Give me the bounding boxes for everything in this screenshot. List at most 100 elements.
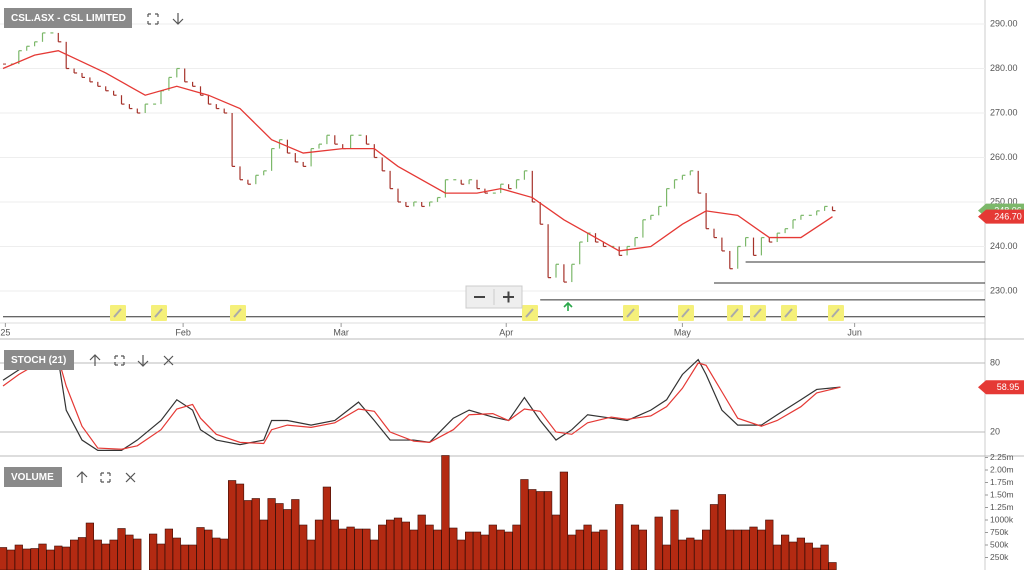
volume-bar [77, 537, 87, 570]
price-bar [665, 188, 670, 207]
event-icon-glyph [113, 308, 122, 318]
price-bar [547, 224, 552, 279]
price-bar [689, 170, 694, 176]
y-tick-label: 2.25m [990, 452, 1014, 462]
volume-bar [654, 516, 663, 570]
volume-bar [164, 528, 174, 570]
price-bar [239, 166, 243, 181]
zoom-control[interactable] [465, 285, 523, 309]
price-bar [729, 250, 733, 270]
volume-bar [417, 514, 426, 570]
y-tick-label: 250.00 [990, 196, 1018, 206]
volume-bar [220, 538, 229, 570]
move-down-icon[interactable] [172, 13, 184, 25]
volume-bar [275, 503, 284, 570]
event-icon-glyph [784, 308, 793, 318]
x-tick-label: May [674, 327, 692, 337]
volume-bar [243, 500, 253, 570]
volume-bar [630, 524, 640, 570]
volume-bar [749, 526, 758, 570]
price-bar [468, 179, 473, 185]
event-icon-glyph [730, 308, 739, 318]
price-bar [199, 86, 204, 96]
price-bar [302, 161, 307, 167]
price-bar [760, 236, 765, 256]
y-tick-label: 270.00 [990, 107, 1018, 117]
volume-bar [828, 562, 837, 570]
price-bar [112, 90, 117, 96]
price-bar [555, 263, 559, 278]
price-bar [136, 108, 141, 114]
x-tick-label: Apr [499, 327, 513, 337]
volume-bar [299, 524, 308, 570]
y-tick-label: 1.75m [990, 477, 1014, 487]
volume-bar [401, 521, 411, 570]
volume-bar [575, 529, 584, 570]
title-box [4, 467, 62, 487]
volume-bar [788, 541, 798, 570]
move-up-icon[interactable] [76, 471, 88, 483]
price-bar [223, 108, 228, 114]
price-bar [97, 81, 101, 87]
price-bar [800, 214, 804, 220]
price-bar [429, 201, 433, 207]
price-bar [531, 170, 536, 203]
volume-bar [0, 547, 8, 570]
price-bar [215, 104, 220, 110]
title-box [4, 350, 74, 370]
price-bar [381, 157, 386, 172]
event-icon-glyph [831, 308, 840, 318]
toolbar-icons[interactable] [89, 354, 174, 367]
x-tick-label: Jun [847, 327, 862, 337]
y-tick-label: 290.00 [990, 18, 1018, 28]
price-bar [744, 236, 749, 247]
volume-bar [354, 528, 363, 570]
y-tick-label: 1.25m [990, 502, 1014, 512]
move-down-icon[interactable] [137, 355, 149, 367]
volume-bar [46, 549, 55, 570]
volume-bar [117, 528, 126, 570]
y-tick-label: 750k [990, 527, 1009, 537]
maximize-icon[interactable] [147, 13, 159, 25]
maximize-icon[interactable] [100, 472, 111, 483]
volume-bar [228, 480, 237, 570]
volume-bar [109, 539, 118, 570]
price-bar [752, 237, 757, 256]
price-bar [184, 68, 188, 83]
y-tick-label: 230.00 [990, 285, 1018, 295]
volume-bar [796, 537, 805, 570]
price-bar [128, 104, 133, 110]
event-icon-glyph [681, 308, 690, 318]
volume-bar [172, 537, 181, 570]
price-bar [192, 81, 196, 87]
close-icon[interactable] [125, 472, 136, 483]
price-bar [389, 170, 394, 190]
price-bar [579, 241, 583, 265]
price-bar [737, 245, 741, 269]
toolbar-icons[interactable] [147, 13, 184, 25]
chart-title: CSL.ASX - CSL LIMITED [11, 13, 126, 24]
volume-bar [733, 529, 742, 570]
toolbar-icons[interactable] [76, 471, 136, 483]
volume-bar [441, 455, 450, 570]
volume-bar [701, 529, 711, 570]
volume-bar [322, 486, 332, 570]
maximize-icon[interactable] [114, 355, 125, 366]
volume-bar [638, 529, 647, 570]
volume-bar [22, 548, 31, 570]
volume-bar [346, 526, 355, 570]
move-up-icon[interactable] [89, 354, 101, 366]
volume-bar [212, 537, 221, 570]
price-bar [176, 67, 180, 78]
price-bar [460, 179, 465, 185]
x-tick-label: 25 [0, 327, 10, 337]
event-icon-glyph [233, 308, 242, 318]
zoom-in-button[interactable] [503, 291, 514, 303]
price-bar [207, 95, 212, 105]
price-bar [816, 210, 820, 216]
volume-bar [662, 544, 671, 570]
price-bar [334, 135, 338, 145]
close-icon[interactable] [163, 355, 174, 366]
